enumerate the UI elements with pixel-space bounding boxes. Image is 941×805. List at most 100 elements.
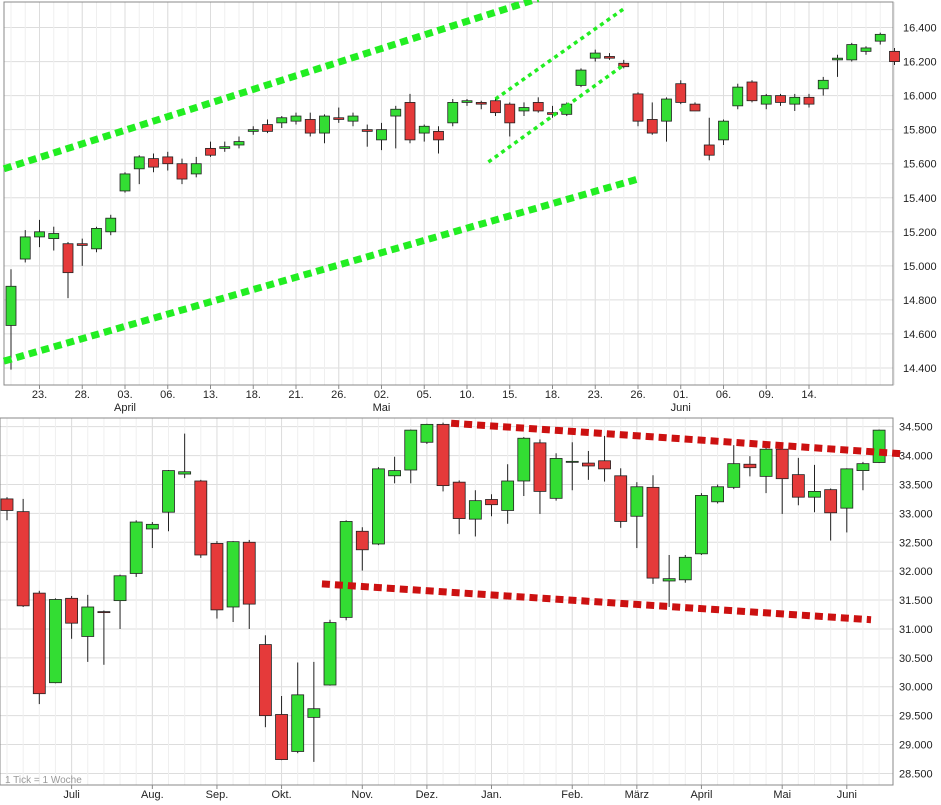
daily-candle-body [689, 103, 701, 112]
weekly-x-tick-label: Jan. [481, 789, 502, 801]
daily-candle-body [262, 124, 273, 132]
weekly-candle-body [468, 500, 482, 520]
weekly-candle-body [49, 599, 62, 684]
weekly-candle-body [678, 556, 692, 581]
weekly-candle-body [614, 475, 628, 522]
weekly-candle-body [485, 499, 498, 506]
daily-y-tick-label: 16.200 [903, 57, 937, 69]
daily-month-label: Mai [373, 402, 391, 414]
daily-candle-body [803, 96, 815, 105]
daily-candle-body [746, 81, 758, 102]
daily-candle-body [618, 62, 630, 68]
daily-candle-body [718, 120, 729, 141]
daily-candle-body [361, 129, 373, 132]
daily-candle-body [176, 163, 188, 180]
weekly-candle-body [97, 611, 111, 614]
daily-trend-line [487, 63, 625, 164]
weekly-candle-body [16, 511, 30, 607]
daily-x-tick-label: 14. [801, 389, 816, 401]
weekly-candle-body [646, 486, 660, 579]
weekly-candle-body [598, 460, 611, 470]
daily-month-label: Juni [671, 402, 691, 414]
daily-candle-body [119, 173, 131, 192]
weekly-candle-body [759, 448, 773, 477]
weekly-y-tick-label: 32.000 [899, 566, 933, 578]
daily-y-tick-label: 14.600 [903, 329, 937, 341]
daily-candle-body [832, 57, 843, 61]
weekly-candle-body [291, 694, 305, 752]
daily-candle-body [162, 156, 174, 165]
daily-x-tick-label: 01. [673, 389, 688, 401]
daily-candle-body [760, 95, 772, 105]
daily-candle-body [661, 98, 672, 122]
daily-candle-body [604, 56, 615, 59]
daily-candle-body [547, 112, 558, 115]
daily-candle-body [219, 146, 231, 149]
weekly-candle-body [808, 490, 821, 498]
weekly-candle-body [372, 468, 385, 545]
daily-candle-body [846, 44, 858, 61]
weekly-candle-body [791, 474, 805, 498]
weekly-scale-note: 1 Tick = 1 Woche [5, 775, 82, 786]
daily-y-tick-label: 14.400 [903, 363, 937, 375]
weekly-x-tick-label: April [690, 789, 712, 801]
weekly-candle-body [242, 541, 256, 605]
weekly-candle-body [226, 541, 240, 608]
weekly-candle-body [275, 714, 288, 760]
weekly-trend-line [321, 580, 872, 624]
daily-candle-body [205, 147, 216, 156]
weekly-candle-body [323, 622, 337, 686]
weekly-trend-line [450, 419, 904, 458]
weekly-candle-body [404, 429, 418, 471]
weekly-y-tick-label: 31.500 [899, 595, 933, 607]
weekly-candle-body [549, 458, 563, 499]
weekly-x-tick-label: Feb. [561, 789, 583, 801]
daily-candle-body [532, 102, 544, 112]
daily-x-tick-label: 23. [588, 389, 603, 401]
daily-candle-body [490, 100, 501, 114]
daily-x-tick-label: 21. [288, 389, 303, 401]
weekly-candle-body [65, 597, 78, 624]
daily-trend-line [494, 7, 625, 101]
daily-candle-body [504, 103, 516, 124]
daily-candle-body [433, 130, 444, 141]
daily-x-tick-label: 15. [502, 389, 517, 401]
daily-candle-body [418, 125, 430, 134]
daily-candle-body [290, 115, 302, 122]
daily-trend-line [2, 175, 639, 365]
daily-candle-body [233, 141, 245, 146]
weekly-candle-body [129, 521, 143, 574]
daily-x-tick-label: 26. [331, 389, 346, 401]
weekly-y-tick-label: 29.000 [899, 740, 933, 752]
weekly-y-tick-label: 33.000 [899, 508, 933, 520]
weekly-x-tick-label: Okt. [271, 789, 291, 801]
daily-month-label: April [114, 402, 136, 414]
weekly-candle-body [824, 489, 838, 514]
daily-y-tick-label: 15.000 [903, 261, 937, 273]
daily-candle-body [675, 83, 687, 103]
weekly-candle-body [194, 480, 208, 556]
daily-trend-line [2, 0, 540, 173]
weekly-candle-body [0, 498, 14, 511]
daily-plot-frame [3, 1, 894, 386]
daily-candle-body [34, 231, 45, 238]
daily-y-tick-label: 15.600 [903, 159, 937, 171]
daily-candle-body [276, 117, 288, 124]
weekly-candle-body [258, 644, 272, 717]
daily-x-tick-label: 03. [117, 389, 132, 401]
weekly-candle-body [533, 442, 547, 492]
daily-candle-body [889, 50, 900, 62]
weekly-candle-body [582, 462, 595, 467]
daily-x-tick-label: 23. [32, 389, 47, 401]
daily-y-tick-label: 16.000 [903, 91, 937, 103]
daily-candle-body [376, 129, 387, 141]
weekly-y-tick-label: 30.000 [899, 682, 933, 694]
weekly-candle-body [162, 470, 175, 513]
weekly-y-tick-label: 34.000 [899, 451, 933, 463]
daily-candle-body [62, 243, 74, 274]
daily-x-tick-label: 05. [417, 389, 432, 401]
weekly-candle-body [711, 486, 724, 503]
daily-candle-body [304, 119, 316, 134]
weekly-candle-body [872, 429, 886, 463]
